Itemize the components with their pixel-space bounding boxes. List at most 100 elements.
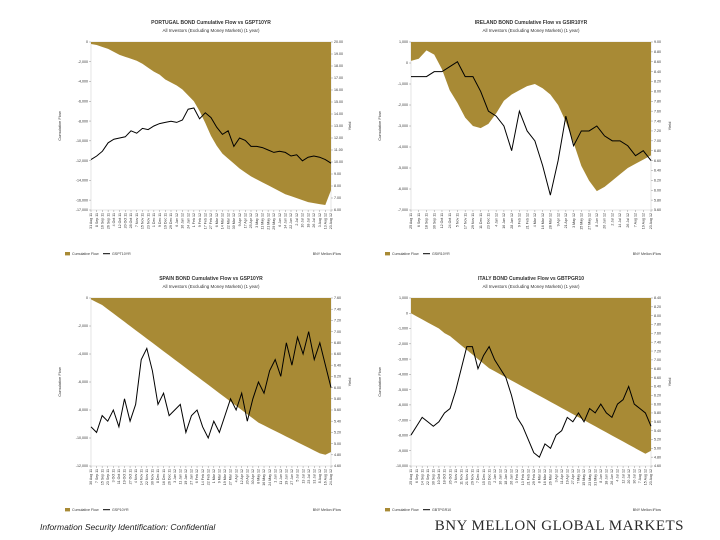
x-tick-label: 3 Feb 12 bbox=[515, 469, 519, 483]
yield-line bbox=[90, 331, 332, 440]
x-tick-label: 13 Aug 12 bbox=[323, 213, 327, 229]
y-tick-label: 0 bbox=[406, 61, 408, 65]
y-tick-label: -6,000 bbox=[78, 99, 88, 103]
x-tick-label: 8 Aug 12 bbox=[318, 469, 322, 483]
x-tick-label: 16 Jan 12 bbox=[181, 213, 185, 229]
legend-swatch-flow bbox=[385, 508, 390, 512]
y2-tick-label: 7.00 bbox=[334, 330, 341, 334]
x-tick-label: 8 Dec 11 bbox=[156, 469, 160, 483]
x-tick-label: 3 Aug 12 bbox=[318, 213, 322, 227]
x-tick-label: 28 Jan 12 bbox=[510, 213, 514, 229]
y2-tick-label: 17.00 bbox=[334, 76, 343, 80]
x-tick-label: 8 Jun 12 bbox=[599, 469, 603, 483]
chart-title: ITALY BOND Cumulative Flow vs GBTPGR10 bbox=[478, 276, 584, 282]
x-tick-label: 22 Mar 12 bbox=[226, 213, 230, 229]
x-tick-label: 30 Apr 12 bbox=[251, 469, 255, 484]
y2-tick-label: 8.80 bbox=[654, 50, 661, 54]
x-tick-label: 22 Nov 11 bbox=[145, 469, 149, 485]
y2-tick-label: 6.60 bbox=[654, 376, 661, 380]
x-tick-label: 21 May 12 bbox=[266, 213, 270, 230]
x-tick-label: 1 Jun 12 bbox=[273, 469, 277, 483]
y2-tick-label: 5.80 bbox=[334, 397, 341, 401]
legend-swatch-flow bbox=[385, 252, 390, 256]
y-axis-label: Cumulative Flow bbox=[377, 111, 382, 141]
x-tick-label: 30 Aug 11 bbox=[89, 469, 93, 485]
x-tick-label: 7 Aug 12 bbox=[634, 213, 638, 227]
x-tick-label: 8 Sep 11 bbox=[95, 213, 99, 227]
ireland-chart-panel: IRELAND BOND Cumulative Flow vs GSIR10YR… bbox=[375, 12, 675, 262]
x-tick-label: 16 Mar 12 bbox=[543, 469, 547, 485]
x-tick-label: 8 Mar 12 bbox=[538, 469, 542, 483]
x-tick-label: 4 Oct 11 bbox=[112, 213, 116, 226]
y-tick-label: -4,000 bbox=[78, 352, 88, 356]
legend-label-yield: GSP10YR bbox=[112, 508, 129, 512]
y2-tick-label: 11.00 bbox=[334, 148, 343, 152]
cumulative-flow-area bbox=[411, 298, 651, 454]
source-label: BNY Mellon iFlow bbox=[313, 252, 342, 256]
x-tick-label: 26 Mar 12 bbox=[549, 469, 553, 485]
chart-svg: PORTUGAL BOND Cumulative Flow vs GSPT10Y… bbox=[57, 20, 352, 256]
y2-axis-label: Yield bbox=[667, 378, 672, 387]
x-tick-label: 8 Jun 12 bbox=[595, 213, 599, 227]
x-tick-label: 23 Aug 12 bbox=[649, 213, 653, 229]
x-tick-label: 11 May 12 bbox=[261, 213, 265, 230]
legend-label-flow: Cumulative Flow bbox=[72, 252, 99, 256]
y2-tick-label: 7.40 bbox=[654, 340, 661, 344]
cumulative-flow-area bbox=[91, 298, 331, 455]
x-tick-label: 17 Nov 11 bbox=[463, 213, 467, 229]
yield-line bbox=[410, 345, 652, 458]
y-tick-label: -7,000 bbox=[398, 208, 408, 212]
y-tick-label: -7,000 bbox=[398, 418, 408, 422]
x-tick-label: 25 Aug 11 bbox=[409, 469, 413, 485]
chart-subtitle: All Investors (Excluding Money Markets) … bbox=[162, 28, 260, 33]
x-tick-label: 31 Jul 12 bbox=[312, 469, 316, 484]
y2-tick-label: 5.20 bbox=[334, 431, 341, 435]
x-tick-label: 30 Sep 11 bbox=[432, 213, 436, 229]
y-tick-label: -4,000 bbox=[398, 145, 408, 149]
y2-tick-label: 7.80 bbox=[654, 99, 661, 103]
x-tick-label: 3 May 12 bbox=[572, 213, 576, 228]
x-tick-label: 30 Mar 12 bbox=[232, 213, 236, 229]
cumulative-flow-area bbox=[91, 42, 331, 206]
source-label: BNY Mellon iFlow bbox=[313, 508, 342, 512]
y2-tick-label: 6.60 bbox=[334, 352, 341, 356]
y2-tick-label: 7.20 bbox=[334, 319, 341, 323]
x-tick-label: 24 Oct 11 bbox=[448, 213, 452, 228]
x-tick-label: 30 Sep 11 bbox=[432, 469, 436, 485]
x-tick-label: 19 Aug 12 bbox=[641, 213, 645, 229]
source-label: BNY Mellon iFlow bbox=[633, 252, 662, 256]
x-tick-label: 11 Apr 12 bbox=[560, 469, 564, 484]
x-tick-label: 14 Mar 12 bbox=[221, 213, 225, 229]
x-tick-label: 27 Oct 11 bbox=[128, 469, 132, 484]
x-tick-label: 12 Oct 11 bbox=[440, 213, 444, 228]
y2-tick-label: 6.80 bbox=[334, 341, 341, 345]
chart-subtitle: All Investors (Excluding Money Markets) … bbox=[162, 284, 260, 289]
x-tick-label: 12 Oct 11 bbox=[118, 213, 122, 228]
x-tick-label: 16 Mar 12 bbox=[541, 213, 545, 229]
y-tick-label: -12,000 bbox=[76, 464, 88, 468]
x-tick-label: 29 May 12 bbox=[272, 213, 276, 230]
y2-tick-label: 5.60 bbox=[334, 408, 341, 412]
y2-tick-label: 7.80 bbox=[654, 323, 661, 327]
x-tick-label: 27 Feb 12 bbox=[209, 213, 213, 229]
spain-chart-panel: SPAIN BOND Cumulative Flow vs GSP10YR All… bbox=[55, 268, 355, 518]
x-tick-label: 27 Apr 12 bbox=[571, 469, 575, 484]
x-tick-label: 15 Dec 11 bbox=[482, 469, 486, 485]
y2-tick-label: 9.00 bbox=[334, 172, 341, 176]
y2-tick-label: 6.40 bbox=[334, 363, 341, 367]
x-tick-label: 14 Nov 11 bbox=[139, 469, 143, 485]
x-tick-label: 31 Aug 11 bbox=[89, 213, 93, 229]
y2-tick-label: 12.00 bbox=[334, 136, 343, 140]
y-tick-label: -2,000 bbox=[398, 342, 408, 346]
y2-axis-label: Yield bbox=[347, 378, 352, 387]
chart-svg: ITALY BOND Cumulative Flow vs GBTPGR10 Al… bbox=[377, 276, 672, 512]
x-tick-label: 26 Jul 12 bbox=[312, 213, 316, 228]
x-tick-label: 26 Jan 12 bbox=[510, 469, 514, 485]
y2-tick-label: 6.20 bbox=[654, 179, 661, 183]
x-tick-label: 15 May 12 bbox=[580, 213, 584, 230]
legend-label-flow: Cumulative Flow bbox=[392, 252, 419, 256]
legend-swatch-flow bbox=[65, 252, 70, 256]
x-tick-label: 23 Sep 11 bbox=[106, 469, 110, 485]
x-tick-label: 18 Jul 12 bbox=[306, 213, 310, 228]
y-tick-label: -2,000 bbox=[398, 103, 408, 107]
